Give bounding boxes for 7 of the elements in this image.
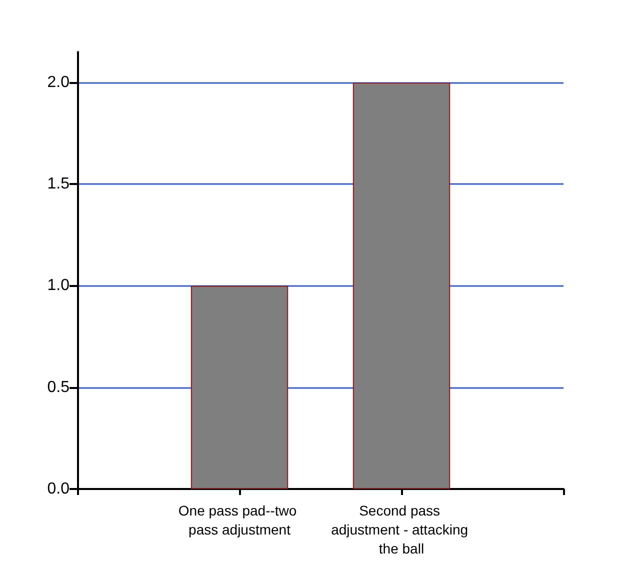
y-tick-label: 1.5 bbox=[47, 176, 70, 193]
y-tick-label: 1.0 bbox=[47, 277, 70, 294]
x-tick-label: Second pass adjustment - attacking the ball bbox=[331, 502, 472, 556]
x-tick-label: One pass pad--two pass adjustment bbox=[178, 502, 301, 538]
y-tick-label: 2.0 bbox=[47, 74, 70, 91]
y-tick-label: 0.5 bbox=[47, 378, 70, 396]
y-tick-label: 0.0 bbox=[47, 480, 70, 498]
